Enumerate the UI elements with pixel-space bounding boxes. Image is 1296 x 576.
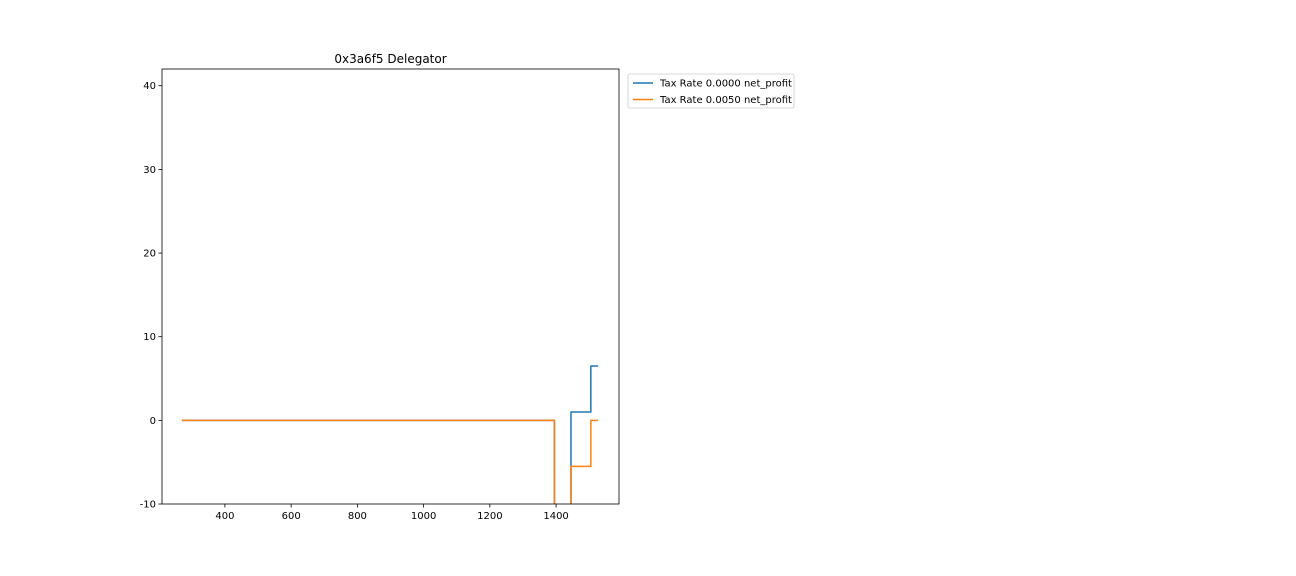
plot-frame	[161, 68, 620, 505]
x-tick-label: 1400	[543, 511, 568, 522]
x-tick-label: 1000	[411, 511, 436, 522]
y-tick-label: 0	[150, 416, 156, 427]
y-tick-label: 30	[143, 165, 156, 176]
x-axis: 400 600 800 1000 1200 1400	[215, 504, 569, 522]
y-tick-label: 10	[143, 332, 156, 343]
y-tick-label: 40	[143, 81, 156, 92]
chart-title: 0x3a6f5 Delegator	[334, 52, 446, 66]
series-layer	[181, 365, 599, 504]
legend: Tax Rate 0.0000 net_profit Tax Rate 0.005…	[627, 73, 795, 109]
legend-label: Tax Rate 0.0050 net_profit	[659, 95, 792, 106]
x-tick-label: 400	[215, 511, 234, 522]
legend-label: Tax Rate 0.0000 net_profit	[659, 79, 792, 90]
x-tick-label: 1200	[477, 511, 502, 522]
y-tick-label: 20	[143, 249, 156, 260]
y-axis: -10 0 10 20 30 40	[140, 81, 162, 511]
y-tick-label: -10	[140, 500, 156, 511]
series-line-1	[181, 419, 599, 504]
legend-box	[627, 73, 795, 109]
x-tick-label: 600	[282, 511, 301, 522]
series-line-0	[181, 365, 599, 504]
x-tick-label: 800	[348, 511, 367, 522]
